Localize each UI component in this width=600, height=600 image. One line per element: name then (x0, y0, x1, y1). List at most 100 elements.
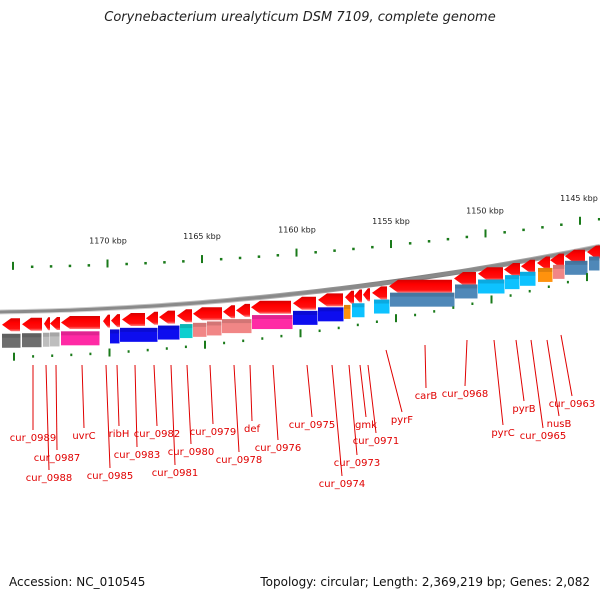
gene-label[interactable]: uvrC (72, 431, 95, 442)
cog-band[interactable] (352, 303, 365, 318)
cog-band[interactable] (50, 332, 60, 347)
cog-band[interactable] (589, 256, 600, 271)
gene-arrow[interactable] (363, 288, 370, 302)
gene-label[interactable]: cur_0987 (34, 453, 80, 464)
lower-tick (318, 329, 321, 333)
cog-band[interactable] (293, 310, 318, 325)
gene-label[interactable]: pyrB (512, 404, 535, 415)
gene-label[interactable]: cur_0985 (87, 471, 133, 482)
gene-arrow[interactable] (103, 314, 110, 328)
cog-band[interactable] (538, 267, 553, 282)
cog-band[interactable] (553, 264, 565, 279)
gene-leader-line (233, 364, 240, 453)
gene-label[interactable]: cur_0975 (289, 420, 335, 431)
lower-tick (566, 280, 569, 284)
gene-arrow[interactable] (159, 310, 175, 324)
cog-band[interactable] (318, 307, 344, 322)
gene-arrow[interactable] (44, 317, 50, 331)
cog-band[interactable] (374, 299, 390, 314)
cog-band[interactable] (565, 260, 588, 275)
gene-leader-line (546, 339, 560, 417)
gene-arrow[interactable] (504, 263, 520, 277)
cog-band[interactable] (180, 324, 193, 339)
gene-label[interactable]: cur_0965 (520, 431, 566, 442)
cog-band[interactable] (110, 329, 120, 344)
gene-arrow[interactable] (177, 309, 192, 323)
gene-arrow[interactable] (236, 303, 250, 317)
cog-band[interactable] (193, 322, 207, 337)
gene-arrow[interactable] (22, 317, 42, 331)
gene-label[interactable]: nusB (547, 419, 572, 430)
gene-label[interactable]: pyrC (491, 428, 514, 439)
cog-band[interactable] (22, 333, 42, 348)
cog-band[interactable] (61, 331, 100, 346)
lower-tick (452, 306, 455, 309)
gene-label[interactable]: cur_0971 (353, 436, 399, 447)
gene-arrow[interactable] (146, 311, 158, 325)
gene-arrow[interactable] (318, 293, 343, 307)
gene-label[interactable]: cur_0980 (168, 447, 214, 458)
cog-band[interactable] (2, 333, 21, 348)
gene-label[interactable]: cur_0981 (152, 468, 198, 479)
gene-arrow[interactable] (478, 267, 503, 281)
scale-label: 1150 kbp (466, 206, 504, 215)
gene-label[interactable]: cur_0974 (319, 479, 365, 490)
cog-band[interactable] (222, 319, 252, 334)
gene-arrow[interactable] (61, 315, 100, 329)
gene-label[interactable]: cur_0978 (216, 455, 262, 466)
scale-ticks: 1170 kbp 1165 kbp 1160 kbp 1155 kbp 1150 kbp… (12, 194, 600, 270)
scale-tick (125, 262, 128, 266)
scale-tick (541, 226, 544, 229)
gene-label[interactable]: cur_0989 (10, 433, 56, 444)
lower-tick (586, 273, 588, 282)
gene-label[interactable]: cur_0963 (549, 399, 595, 410)
cog-band[interactable] (520, 271, 536, 286)
gene-label[interactable]: cur_0976 (255, 443, 301, 454)
gene-arrow[interactable] (587, 245, 600, 259)
lower-tick (433, 310, 436, 313)
gene-arrow[interactable] (521, 259, 535, 273)
cog-band[interactable] (455, 284, 478, 299)
lower-tick (337, 326, 340, 330)
gene-arrow[interactable] (293, 296, 316, 310)
gene-arrow[interactable] (537, 256, 550, 270)
gene-label[interactable]: carB (415, 391, 438, 402)
gene-arrow[interactable] (111, 314, 120, 328)
gene-arrow[interactable] (389, 279, 452, 293)
gene-label[interactable]: def (244, 424, 261, 435)
gene-arrow[interactable] (550, 253, 564, 267)
cog-band[interactable] (390, 292, 455, 307)
cog-band[interactable] (120, 327, 158, 342)
gene-arrow[interactable] (354, 289, 362, 303)
gene-arrow[interactable] (50, 317, 60, 331)
gene-leader-line (306, 364, 313, 418)
gene-arrow[interactable] (372, 286, 387, 300)
gene-arrow[interactable] (345, 290, 354, 304)
gene-arrow[interactable] (251, 300, 291, 314)
cog-band[interactable] (344, 304, 351, 319)
cog-band[interactable] (158, 325, 180, 340)
gene-arrow[interactable] (454, 271, 476, 285)
gene-label[interactable]: cur_0973 (334, 458, 380, 469)
cog-band[interactable] (43, 332, 50, 347)
gene-arrow[interactable] (122, 313, 145, 327)
gene-label[interactable]: cur_0968 (442, 389, 488, 400)
lower-tick (528, 289, 531, 293)
gene-arrow[interactable] (565, 249, 585, 263)
gene-label[interactable]: gmk (355, 420, 377, 431)
cog-band[interactable] (207, 321, 222, 336)
gene-label[interactable]: cur_0983 (114, 450, 160, 461)
gene-label[interactable]: cur_0982 (134, 429, 180, 440)
gene-label[interactable]: pyrF (391, 415, 413, 426)
cog-band[interactable] (505, 275, 520, 290)
gene-leader-line (424, 344, 427, 389)
gene-arrow[interactable] (193, 307, 222, 321)
cog-band[interactable] (252, 315, 293, 330)
cog-band[interactable] (478, 279, 505, 294)
gene-arrow[interactable] (2, 318, 20, 332)
lower-tick (127, 350, 130, 353)
gene-label[interactable]: cur_0988 (26, 473, 72, 484)
gene-label[interactable]: ribH (109, 429, 130, 440)
gene-arrow[interactable] (223, 305, 235, 319)
gene-label[interactable]: cur_0979 (190, 427, 236, 438)
